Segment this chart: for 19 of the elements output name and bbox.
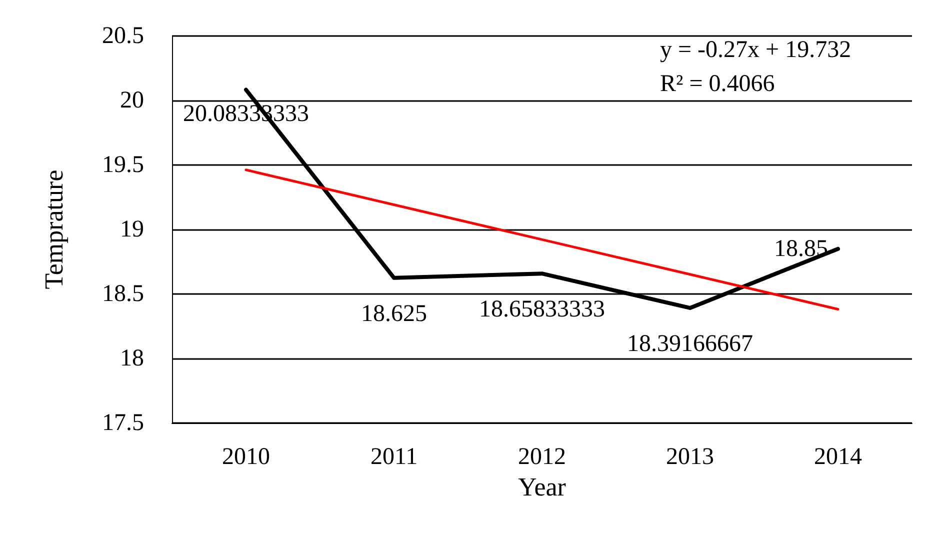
y-tick-label: 19 <box>120 216 144 242</box>
annotation: R² = 0.4066 <box>660 71 775 97</box>
y-tick-label: 20 <box>120 88 144 114</box>
data-label: 18.39166667 <box>627 330 753 357</box>
y-tick-label: 19.5 <box>102 152 144 178</box>
y-tick-label: 18.5 <box>102 281 144 307</box>
x-tick-label: 2011 <box>370 444 418 470</box>
x-tick-label: 2010 <box>222 444 270 470</box>
x-tick-label: 2012 <box>518 444 566 470</box>
y-tick-label: 20.5 <box>102 23 144 49</box>
y-tick-label: 17.5 <box>102 410 144 436</box>
y-tick-label: 18 <box>120 346 144 372</box>
x-axis-title: Year <box>518 472 566 502</box>
x-tick-label: 2013 <box>666 444 714 470</box>
data-label: 18.625 <box>361 300 427 327</box>
annotation: y = -0.27x + 19.732 <box>660 37 852 63</box>
y-axis-title: Temprature <box>40 170 68 290</box>
data-label: 18.65833333 <box>479 296 605 323</box>
x-tick-label: 2014 <box>814 444 862 470</box>
